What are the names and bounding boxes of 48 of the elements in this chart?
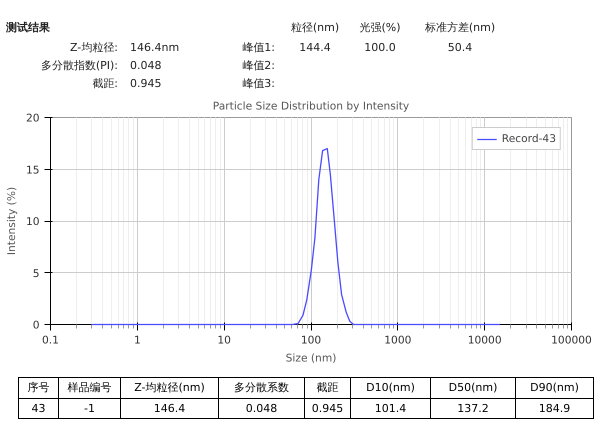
text: 截距: [304, 378, 350, 398]
text: 137.2: [430, 398, 516, 419]
text: D50(nm): [430, 378, 516, 398]
text: Z-均粒径:: [68, 40, 118, 56]
x-tick-label: 100: [300, 334, 322, 346]
y-axis-title: Intensity (%): [4, 186, 18, 256]
x-axis-title: Size (nm): [286, 352, 336, 364]
text: 标准方差(nm): [424, 20, 496, 36]
text: 样品编号: [58, 378, 120, 398]
text: 多分散指数(PI):: [40, 58, 118, 74]
text: 184.9: [516, 398, 594, 419]
text: Z-均粒径(nm): [120, 378, 218, 398]
y-tick-label: 15: [26, 163, 40, 176]
chart-title: Particle Size Distribution by Intensity: [212, 100, 410, 112]
text: 50.4: [446, 40, 474, 56]
text: 光强(%): [358, 20, 402, 36]
text: 43: [18, 398, 58, 419]
text: D90(nm): [516, 378, 594, 398]
text: 0.945: [130, 76, 162, 92]
text: 0.048: [130, 58, 162, 74]
text: 146.4nm: [130, 40, 180, 56]
text: 粒径(nm): [290, 20, 340, 36]
y-tick-label: 0: [32, 318, 40, 332]
legend-label: Record-43: [502, 132, 556, 145]
x-tick-label: 10: [217, 334, 232, 346]
text: 测试结果: [6, 20, 51, 36]
x-tick-label: 10000: [468, 334, 502, 346]
text: D10(nm): [350, 378, 430, 398]
x-tick-label: 1: [134, 334, 141, 346]
text: 序号: [18, 378, 58, 398]
x-tick-label: 1000: [384, 334, 412, 346]
x-tick-label: 100000: [551, 334, 592, 346]
text: 100.0: [363, 40, 397, 56]
text: 0.048: [218, 398, 304, 419]
y-tick-label: 5: [32, 266, 40, 280]
text: 146.4: [120, 398, 218, 419]
text: 0.945: [304, 398, 350, 419]
text: -1: [58, 398, 120, 419]
text: 144.4: [298, 40, 332, 56]
y-tick-label: 10: [26, 215, 40, 228]
text: 峰值2:: [241, 58, 275, 74]
text: 101.4: [350, 398, 430, 419]
y-tick-label: 20: [26, 112, 40, 124]
text: 峰值3:: [241, 76, 275, 92]
text: 多分散系数: [218, 378, 304, 398]
text: 截距:: [91, 76, 118, 92]
x-tick-label: 0.1: [42, 334, 59, 346]
text: 峰值1:: [241, 40, 275, 56]
